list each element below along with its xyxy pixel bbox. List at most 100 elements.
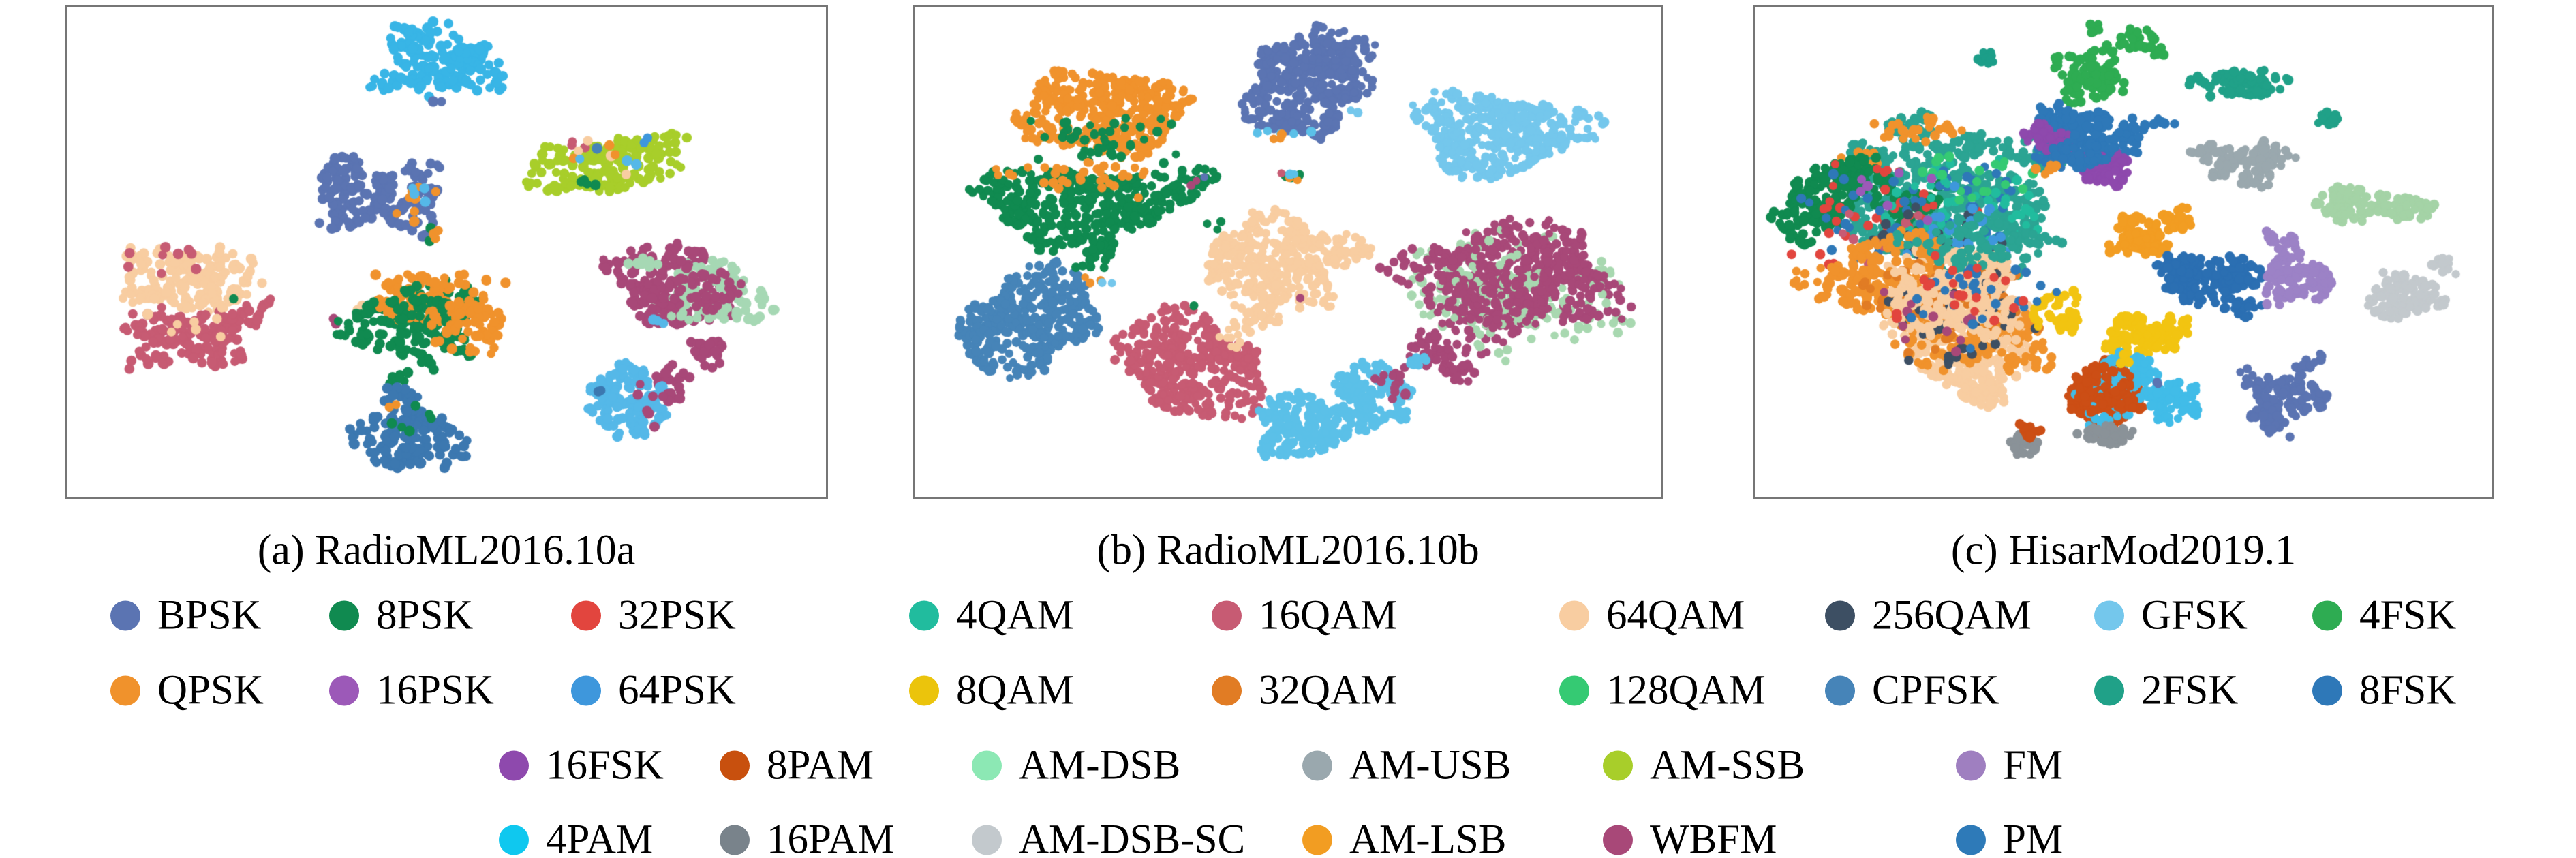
legend-item-bpsk: BPSK — [110, 595, 262, 637]
legend-item-am-ssb: AM-SSB — [1603, 745, 1805, 786]
legend-dot-8psk — [329, 600, 359, 630]
scatter-canvas-hisarmod2019-1 — [1755, 7, 2492, 497]
legend-dot-am-lsb — [1302, 825, 1332, 855]
legend-item-4pam: 4PAM — [499, 819, 653, 858]
legend-label-16psk: 16PSK — [376, 667, 494, 714]
legend-dot-4fsk — [2312, 600, 2342, 630]
legend-item-fm: FM — [1956, 745, 2063, 786]
legend-dot-am-dsb-sc — [972, 825, 1002, 855]
legend-item-pm: PM — [1956, 819, 2063, 858]
legend-dot-8qam — [909, 675, 939, 705]
legend-item-4qam: 4QAM — [909, 595, 1074, 637]
legend-item-128qam: 128QAM — [1559, 670, 1766, 711]
legend-dot-gfsk — [2094, 600, 2124, 630]
legend-label-bpsk: BPSK — [157, 592, 262, 639]
legend-dot-32psk — [571, 600, 601, 630]
legend-label-32psk: 32PSK — [618, 592, 736, 639]
legend-label-16fsk: 16FSK — [546, 742, 664, 788]
legend-item-am-dsb: AM-DSB — [972, 745, 1180, 786]
legend-item-16pam: 16PAM — [720, 819, 895, 858]
legend-dot-am-dsb — [972, 750, 1002, 780]
legend-item-32psk: 32PSK — [571, 595, 736, 637]
legend-item-64qam: 64QAM — [1559, 595, 1745, 637]
legend-dot-32qam — [1212, 675, 1242, 705]
legend-item-am-dsb-sc: AM-DSB-SC — [972, 819, 1245, 858]
legend-item-2fsk: 2FSK — [2094, 670, 2238, 711]
legend-dot-qpsk — [110, 675, 140, 705]
panel-caption-a: (a) RadioML2016.10a — [257, 527, 636, 574]
legend-label-am-dsb: AM-DSB — [1019, 742, 1181, 788]
legend-item-am-usb: AM-USB — [1302, 745, 1511, 786]
legend-item-8qam: 8QAM — [909, 670, 1074, 711]
legend-dot-16qam — [1212, 600, 1242, 630]
tsne-panel-radioml2016-10a — [65, 5, 828, 499]
legend-label-qpsk: QPSK — [157, 667, 264, 714]
legend-dot-4qam — [909, 600, 939, 630]
legend-item-am-lsb: AM-LSB — [1302, 819, 1506, 858]
legend-dot-fm — [1956, 750, 1986, 780]
legend-item-qpsk: QPSK — [110, 670, 264, 711]
legend-dot-8fsk — [2312, 675, 2342, 705]
legend-dot-4pam — [499, 825, 529, 855]
legend-label-am-ssb: AM-SSB — [1650, 742, 1805, 788]
legend-item-16fsk: 16FSK — [499, 745, 664, 786]
scatter-canvas-radioml2016-10b — [915, 7, 1661, 497]
legend-item-32qam: 32QAM — [1212, 670, 1397, 711]
legend-dot-128qam — [1559, 675, 1589, 705]
legend-dot-am-usb — [1302, 750, 1332, 780]
legend-dot-16psk — [329, 675, 359, 705]
legend-label-64psk: 64PSK — [618, 667, 736, 714]
legend-label-16qam: 16QAM — [1259, 592, 1398, 639]
legend-label-am-usb: AM-USB — [1349, 742, 1512, 788]
legend-label-64qam: 64QAM — [1606, 592, 1745, 639]
legend-dot-16pam — [720, 825, 750, 855]
legend-label-8pam: 8PAM — [767, 742, 874, 788]
legend-label-4pam: 4PAM — [546, 816, 654, 858]
legend-label-4qam: 4QAM — [956, 592, 1074, 639]
legend-label-128qam: 128QAM — [1606, 667, 1766, 714]
legend-label-cpfsk: CPFSK — [1872, 667, 1999, 714]
legend-label-am-lsb: AM-LSB — [1349, 816, 1507, 858]
legend-label-fm: FM — [2003, 742, 2064, 788]
tsne-panel-hisarmod2019-1 — [1753, 5, 2494, 499]
legend-dot-pm — [1956, 825, 1986, 855]
legend-label-32qam: 32QAM — [1259, 667, 1398, 714]
legend-item-cpfsk: CPFSK — [1825, 670, 1999, 711]
legend-label-am-dsb-sc: AM-DSB-SC — [1019, 816, 1246, 858]
legend-dot-wbfm — [1603, 825, 1633, 855]
legend-label-wbfm: WBFM — [1650, 816, 1777, 858]
legend-item-8psk: 8PSK — [329, 595, 473, 637]
legend-item-gfsk: GFSK — [2094, 595, 2248, 637]
legend-dot-2fsk — [2094, 675, 2124, 705]
legend-label-8fsk: 8FSK — [2359, 667, 2457, 714]
legend-label-8qam: 8QAM — [956, 667, 1074, 714]
legend-label-16pam: 16PAM — [767, 816, 895, 858]
legend-item-16qam: 16QAM — [1212, 595, 1397, 637]
legend-label-8psk: 8PSK — [376, 592, 474, 639]
legend-item-256qam: 256QAM — [1825, 595, 2031, 637]
scatter-canvas-radioml2016-10a — [67, 7, 826, 497]
legend-item-64psk: 64PSK — [571, 670, 736, 711]
panel-caption-b: (b) RadioML2016.10b — [1097, 527, 1479, 574]
panel-caption-c: (c) HisarMod2019.1 — [1950, 527, 2297, 574]
legend-item-8fsk: 8FSK — [2312, 670, 2456, 711]
legend-item-4fsk: 4FSK — [2312, 595, 2456, 637]
legend-item-8pam: 8PAM — [720, 745, 874, 786]
legend-dot-64psk — [571, 675, 601, 705]
legend-dot-64qam — [1559, 600, 1589, 630]
tsne-panel-radioml2016-10b — [913, 5, 1663, 499]
legend-item-wbfm: WBFM — [1603, 819, 1777, 858]
legend-label-256qam: 256QAM — [1872, 592, 2031, 639]
legend-item-16psk: 16PSK — [329, 670, 494, 711]
legend-dot-8pam — [720, 750, 750, 780]
legend-dot-bpsk — [110, 600, 140, 630]
legend-dot-cpfsk — [1825, 675, 1855, 705]
legend-label-4fsk: 4FSK — [2359, 592, 2457, 639]
legend-dot-16fsk — [499, 750, 529, 780]
legend-dot-am-ssb — [1603, 750, 1633, 780]
legend-dot-256qam — [1825, 600, 1855, 630]
legend-label-2fsk: 2FSK — [2141, 667, 2239, 714]
legend-label-gfsk: GFSK — [2141, 592, 2248, 639]
legend-label-pm: PM — [2003, 816, 2064, 858]
